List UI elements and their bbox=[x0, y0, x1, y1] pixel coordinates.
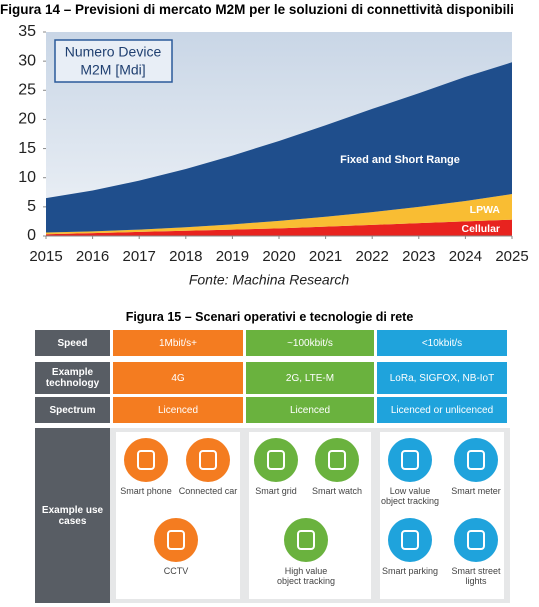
y-tick-label: 0 bbox=[27, 227, 36, 244]
y-tick-label: 30 bbox=[18, 52, 36, 69]
use-case-icon bbox=[154, 518, 198, 562]
y-tick-label: 5 bbox=[27, 198, 36, 215]
cell: Licenced bbox=[113, 397, 243, 423]
chart: Numero Device M2M [Mdi] Fonte: Machina R… bbox=[18, 23, 528, 288]
x-tick-label: 2022 bbox=[356, 248, 389, 265]
use-case-label: Low value object tracking bbox=[380, 486, 440, 506]
use-case-icon bbox=[254, 438, 298, 482]
cell: ~100kbit/s bbox=[246, 330, 374, 356]
x-tick-label: 2021 bbox=[309, 248, 342, 265]
use-case-label: Smart parking bbox=[381, 566, 439, 576]
y-tick-label: 25 bbox=[18, 82, 36, 99]
cell: Licenced bbox=[246, 397, 374, 423]
source: Fonte: Machina Research bbox=[189, 272, 350, 288]
series-label: Fixed and Short Range bbox=[340, 154, 460, 166]
row-header: Spectrum bbox=[35, 397, 110, 423]
use-case-label: CCTV bbox=[163, 566, 189, 576]
area bbox=[46, 219, 512, 236]
row-header: Example technology bbox=[35, 362, 110, 394]
y-tick-label: 15 bbox=[18, 140, 36, 157]
x-tick-label: 2018 bbox=[169, 248, 202, 265]
row-header: Example use cases bbox=[35, 428, 110, 603]
row-header: Speed bbox=[35, 330, 110, 356]
use-case-icon bbox=[388, 518, 432, 562]
cell: Licenced or unlicenced bbox=[377, 397, 507, 423]
figure-14-title: Figura 14 – Previsioni di mercato M2M pe… bbox=[0, 2, 514, 17]
cell: LoRa, SIGFOX, NB-IoT bbox=[377, 362, 507, 394]
y-tick-label: 35 bbox=[18, 23, 36, 40]
use-case-label: Smart meter bbox=[451, 486, 501, 496]
series-label: Cellular bbox=[461, 223, 500, 235]
annotation-box bbox=[54, 39, 173, 83]
y-tick-label: 10 bbox=[18, 169, 36, 186]
x-tick-label: 2016 bbox=[76, 248, 109, 265]
area bbox=[46, 194, 512, 235]
use-case-icon bbox=[454, 518, 498, 562]
use-case-icon bbox=[454, 438, 498, 482]
use-case-label: Smart phone bbox=[120, 486, 172, 496]
use-case-label: High value object tracking bbox=[276, 566, 336, 586]
use-case-icon bbox=[124, 438, 168, 482]
use-case-icon bbox=[315, 438, 359, 482]
x-tick-label: 2015 bbox=[29, 248, 62, 265]
x-tick-label: 2023 bbox=[402, 248, 435, 265]
area bbox=[46, 62, 512, 233]
series-label: LPWA bbox=[470, 204, 501, 216]
cell: 2G, LTE-M bbox=[246, 362, 374, 394]
x-tick-label: 2017 bbox=[123, 248, 156, 265]
cell: 1Mbit/s+ bbox=[113, 330, 243, 356]
cell: 4G bbox=[113, 362, 243, 394]
use-case-label: Smart watch bbox=[311, 486, 362, 496]
cell: <10kbit/s bbox=[377, 330, 507, 356]
use-case-icon bbox=[388, 438, 432, 482]
use-case-label: Connected car bbox=[178, 486, 238, 496]
x-tick-label: 2025 bbox=[495, 248, 528, 265]
use-case-label: Smart street lights bbox=[451, 566, 501, 586]
use-case-icon bbox=[186, 438, 230, 482]
annotation: M2M [Mdi] bbox=[80, 62, 145, 78]
figure-15-title: Figura 15 – Scenari operativi e tecnolog… bbox=[125, 310, 414, 324]
y-tick-label: 20 bbox=[18, 111, 36, 128]
x-tick-label: 2020 bbox=[262, 248, 295, 265]
x-tick-label: 2019 bbox=[216, 248, 249, 265]
use-case-label: Smart grid bbox=[255, 486, 297, 496]
x-tick-label: 2024 bbox=[449, 248, 482, 265]
use-case-icon bbox=[284, 518, 328, 562]
annotation: Numero Device bbox=[65, 44, 162, 60]
